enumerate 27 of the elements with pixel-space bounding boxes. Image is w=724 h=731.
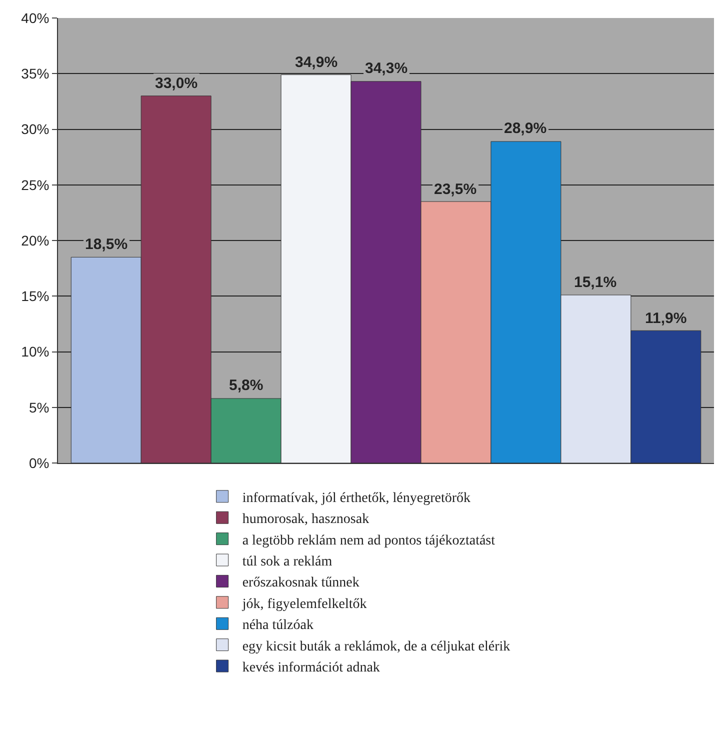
y-tick-label: 40%: [21, 10, 50, 26]
data-label: 18,5%: [85, 236, 128, 253]
y-tick-label: 25%: [21, 176, 50, 193]
data-label: 11,9%: [645, 310, 687, 327]
y-tick-label: 30%: [21, 121, 50, 138]
legend-label: a legtöbb reklám nem ad pontos tájékoztatást: [242, 533, 496, 548]
data-label: 34,3%: [365, 60, 408, 77]
legend-label: erőszakosnak tűnnek: [242, 576, 360, 591]
legend-label: túl sok a reklám: [242, 554, 332, 570]
data-label: 23,5%: [434, 181, 477, 198]
data-label: 28,9%: [504, 120, 547, 137]
legend-label: kevés információt adnak: [242, 660, 380, 676]
y-tick-label: 35%: [21, 66, 50, 82]
y-tick-label: 5%: [28, 399, 50, 416]
data-label: 5,8%: [229, 377, 264, 394]
legend-label: egy kicsit buták a reklámok, de a céljukat elérik: [242, 639, 510, 654]
legend-label: humorosak, hasznosak: [242, 512, 370, 528]
data-label: 15,1%: [574, 274, 617, 291]
legend-label: jók, figyelemfelkeltők: [241, 596, 367, 612]
legend-label: informatívak, jól érthetők, lényegretörők: [242, 490, 471, 506]
data-label: 34,9%: [295, 54, 338, 71]
legend-label: néha túlzóak: [242, 618, 314, 634]
y-tick-label: 20%: [21, 232, 50, 248]
y-tick-label: 0%: [28, 454, 50, 471]
y-tick-label: 10%: [21, 344, 50, 360]
data-label: 33,0%: [155, 75, 198, 92]
y-tick-label: 15%: [21, 288, 50, 304]
